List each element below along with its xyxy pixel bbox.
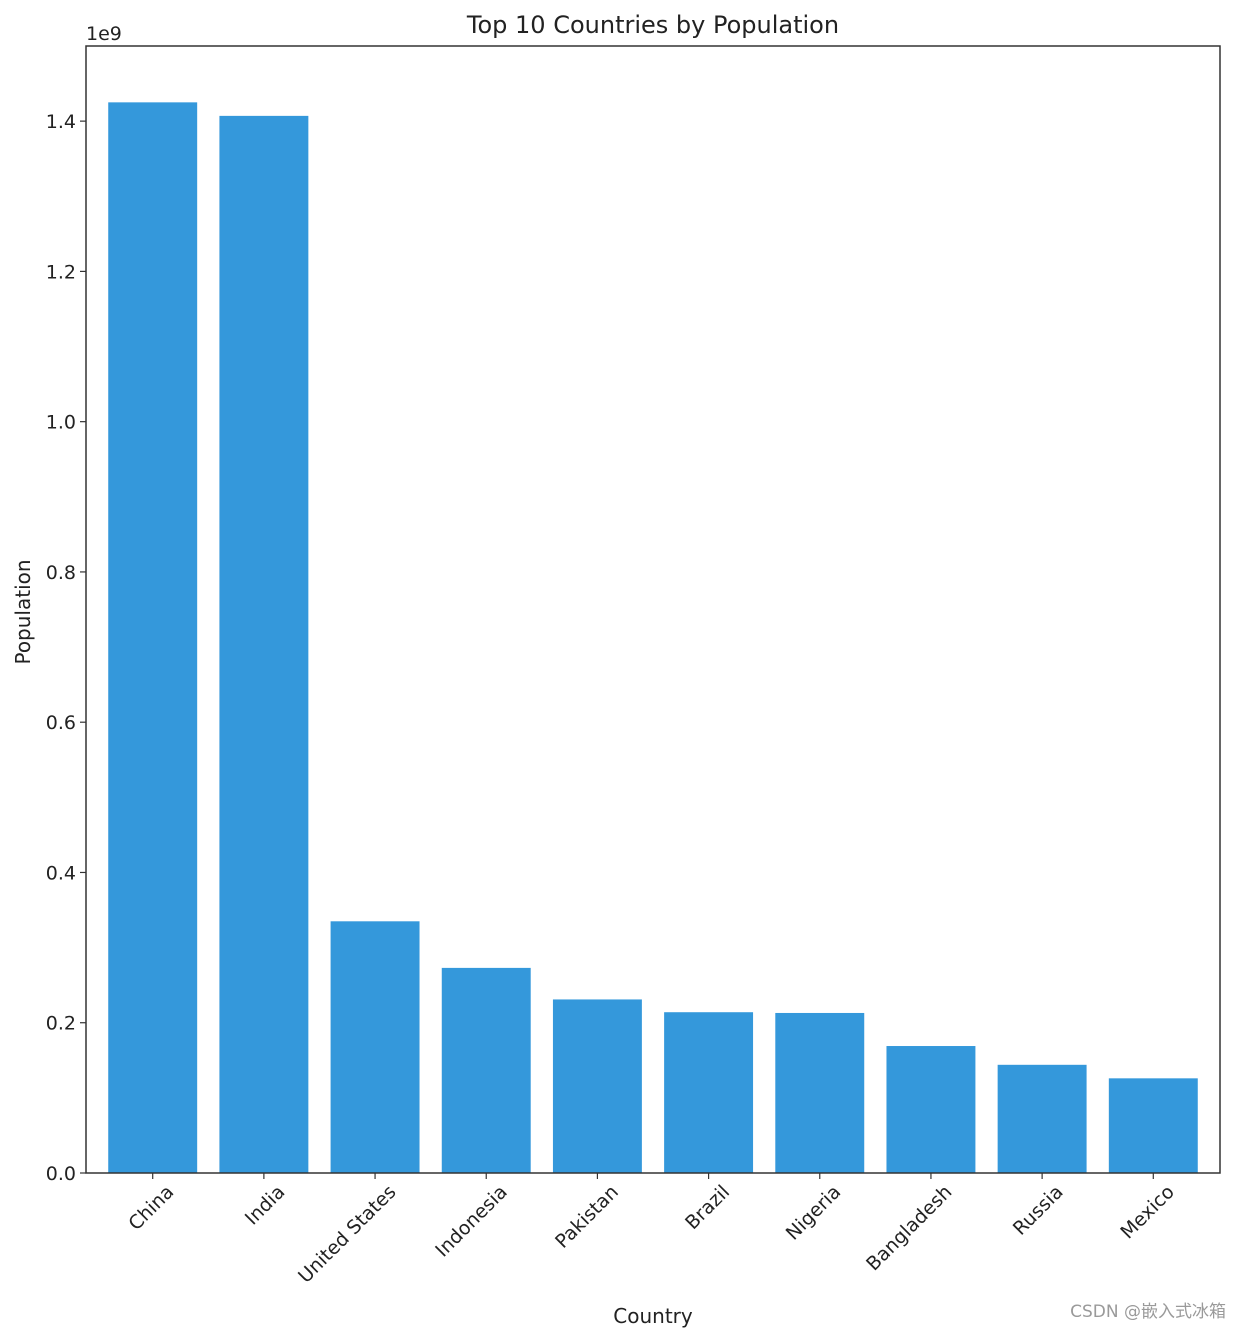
x-tick-label: United States bbox=[294, 1181, 401, 1288]
bar-nigeria bbox=[775, 1012, 865, 1173]
x-tick-label: Brazil bbox=[681, 1181, 734, 1234]
y-tick-label: 0.4 bbox=[46, 862, 76, 884]
chart-title: Top 10 Countries by Population bbox=[466, 11, 839, 39]
x-tick-label: Mexico bbox=[1116, 1181, 1178, 1243]
x-tick-label: Pakistan bbox=[551, 1181, 623, 1253]
y-tick-label: 1.0 bbox=[46, 412, 76, 434]
x-axis-label: Country bbox=[613, 1304, 693, 1328]
y-tick-label: 0.2 bbox=[46, 1013, 76, 1035]
x-axis: China India United States Indonesia Pakistan… bbox=[124, 1173, 1179, 1288]
bar-united-states bbox=[330, 921, 420, 1173]
y-tick-label: 1.2 bbox=[46, 261, 76, 283]
bar-brazil bbox=[664, 1012, 754, 1173]
x-tick-label: China bbox=[124, 1181, 178, 1235]
bar-india bbox=[219, 115, 309, 1173]
x-tick-label: Indonesia bbox=[431, 1181, 512, 1262]
watermark: CSDN @嵌入式冰箱 bbox=[1070, 1302, 1226, 1322]
y-axis-offset-label: 1e9 bbox=[86, 23, 122, 45]
y-tick-label: 0.8 bbox=[46, 562, 76, 584]
bar-russia bbox=[997, 1064, 1087, 1173]
y-tick-label: 0.0 bbox=[46, 1163, 76, 1185]
y-axis: 0.0 0.2 0.4 0.6 0.8 1.0 1.2 1.4 bbox=[46, 111, 86, 1185]
x-tick-label: Nigeria bbox=[782, 1181, 846, 1245]
bars-group bbox=[108, 102, 1198, 1174]
bar-indonesia bbox=[441, 967, 531, 1173]
x-tick-label: India bbox=[241, 1181, 290, 1230]
y-tick-label: 0.6 bbox=[46, 712, 76, 734]
y-axis-label: Population bbox=[11, 559, 35, 664]
x-tick-label: Bangladesh bbox=[862, 1181, 956, 1275]
bar-pakistan bbox=[552, 999, 642, 1173]
plot-frame bbox=[85, 45, 1221, 1174]
y-tick-label: 1.4 bbox=[46, 111, 76, 133]
bar-mexico bbox=[1108, 1078, 1198, 1173]
bar-bangladesh bbox=[886, 1046, 976, 1173]
x-tick-label: Russia bbox=[1009, 1181, 1068, 1240]
bar-china bbox=[108, 102, 198, 1174]
